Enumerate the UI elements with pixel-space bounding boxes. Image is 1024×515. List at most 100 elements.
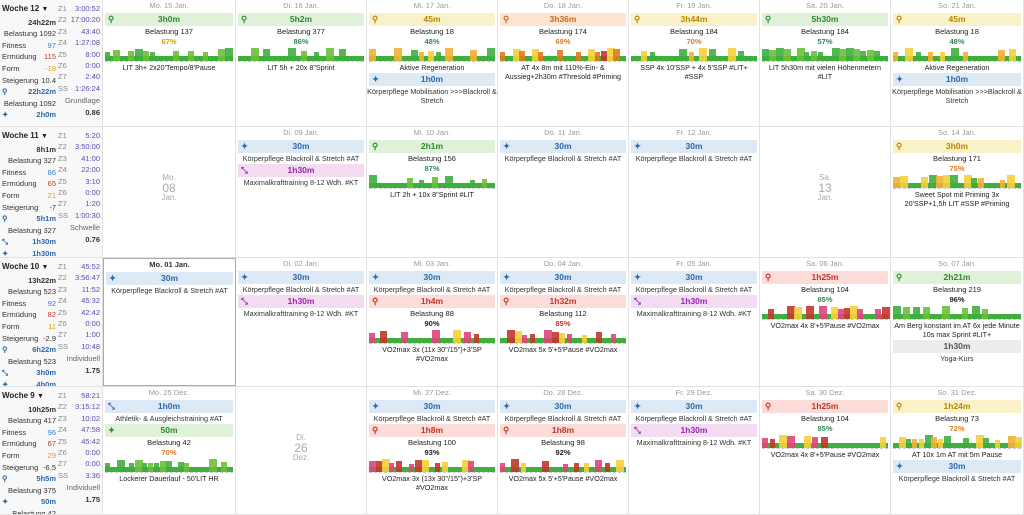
day-cell[interactable]: Do. 28 Dez. ✦ 30m Körperpflege Blackroll & …: [498, 387, 629, 514]
workout-bar[interactable]: ⚲ 1h4m: [369, 295, 495, 308]
day-cell[interactable]: Mo. 01 Jan. ✦ 30m Körperpflege Blackroll & …: [103, 258, 236, 386]
chevron-down-icon[interactable]: ▼: [36, 393, 44, 400]
day-cell[interactable]: Fr. 05 Jan. ✦ 30m Körperpflege Blackroll & …: [629, 258, 760, 386]
workout-title[interactable]: Körperpflege Blackroll & Stretch #AT: [898, 474, 1016, 483]
workout-bar[interactable]: ✦ 1h0m: [369, 73, 495, 86]
workout-bar[interactable]: ✦ 30m: [631, 400, 757, 413]
day-cell[interactable]: Do. 18 Jan. ⚲ 3h36m Belastung 174 69% AT 4x 8…: [498, 0, 629, 126]
workout-bar[interactable]: ✦ 30m: [500, 140, 626, 153]
workout-description[interactable]: VO2max 5x 5'+5'Pause #VO2max: [508, 345, 618, 354]
workout-bar[interactable]: ⚲ 3h36m: [500, 13, 626, 26]
day-cell[interactable]: Sa. 20 Jan. ⚲ 5h30m Belastung 184 57% LIT 5h3…: [760, 0, 891, 126]
workout-bar[interactable]: ⚲ 3h0m: [105, 13, 233, 26]
workout-bar[interactable]: ⚲ 3h0m: [893, 140, 1021, 153]
workout-bar[interactable]: ⤡ 1h30m: [238, 295, 364, 308]
workout-description[interactable]: VO2max 4x 8'+5'Pause #VO2max: [770, 450, 880, 459]
workout-title[interactable]: Maximalkrafttraining 8-12 Wdh. #KT: [243, 309, 359, 318]
workout-title[interactable]: Athletik- & Ausgleichstraining #AT: [115, 414, 223, 423]
week-title[interactable]: Woche 12 ▼: [2, 4, 49, 13]
workout-bar[interactable]: ⚲ 1h32m: [500, 295, 626, 308]
day-cell[interactable]: Do. 04 Jan. ✦ 30m Körperpflege Blackroll & …: [498, 258, 629, 386]
day-cell[interactable]: So. 21 Jan. ⚲ 45m Belastung 18 48% Aktive Reg…: [891, 0, 1024, 126]
workout-bar[interactable]: ⚲ 45m: [893, 13, 1021, 26]
workout-bar[interactable]: ⚲ 1h8m: [500, 424, 626, 437]
workout-description[interactable]: LIT 5h30m mit vielen Höhenmetern #LIT: [768, 63, 882, 81]
workout-bar[interactable]: ⚲ 2h1m: [369, 140, 495, 153]
workout-title[interactable]: Körperpflege Blackroll & Stretch #AT: [504, 414, 622, 423]
day-cell[interactable]: Sa. 06 Jan. ⚲ 1h25m Belastung 104 85% VO2max …: [760, 258, 891, 386]
workout-title[interactable]: Yoga-Kurs: [940, 354, 974, 363]
workout-bar[interactable]: ✦ 50m: [105, 424, 233, 437]
day-cell[interactable]: So. 31 Dez. ⚲ 1h24m Belastung 73 72% AT 10x 1…: [891, 387, 1024, 514]
workout-description[interactable]: AT 4x 8m mit 110%-Ein- & Aussieg+2h30m #…: [504, 63, 622, 81]
workout-title[interactable]: Körperpflege Blackroll & Stretch #AT: [504, 154, 622, 163]
workout-bar[interactable]: ⚲ 1h8m: [369, 424, 495, 437]
workout-bar[interactable]: ✦ 30m: [893, 460, 1021, 473]
workout-title[interactable]: Körperpflege Blackroll & Stretch #AT: [635, 285, 753, 294]
workout-description[interactable]: Sweet Spot mit Priming 3x 20'SSP+1,5h LI…: [904, 190, 1010, 208]
workout-title[interactable]: Maximalkrafttraining 8-12 Wdh. #KT: [636, 438, 752, 447]
workout-description[interactable]: LIT 3h+ 2x20'Tempo/8'Pause: [122, 63, 216, 72]
workout-bar[interactable]: ⤡ 1h30m: [631, 295, 757, 308]
day-cell[interactable]: Di. 02 Jan. ✦ 30m Körperpflege Blackroll & …: [236, 258, 367, 386]
day-cell[interactable]: Fr. 29 Dez. ✦ 30m Körperpflege Blackroll & …: [629, 387, 760, 514]
workout-bar[interactable]: ⚲ 3h44m: [631, 13, 757, 26]
day-cell[interactable]: Fr. 12 Jan. ✦ 30m Körperpflege Blackroll & …: [629, 127, 760, 257]
day-cell[interactable]: Mi. 03 Jan. ✦ 30m Körperpflege Blackroll & …: [367, 258, 498, 386]
workout-description[interactable]: Aktive Regeneration: [924, 63, 990, 72]
workout-description[interactable]: VO2max 4x 8'+5'Pause #VO2max: [770, 321, 880, 330]
workout-bar[interactable]: ⤡ 1h30m: [238, 164, 364, 177]
workout-description[interactable]: VO2max 3x (13x 30"/15")+3'SP #VO2max: [381, 474, 483, 492]
workout-description[interactable]: VO2max 3x (11x 30"/15")+3'SP #VO2max: [382, 345, 482, 363]
workout-description[interactable]: SSP 4x 10'SSP + 4x 5'SSP #LIT+ #SSP: [640, 63, 748, 81]
workout-bar[interactable]: ⚲ 1h24m: [893, 400, 1021, 413]
workout-bar[interactable]: ⚲ 5h30m: [762, 13, 888, 26]
week-title[interactable]: Woche 9 ▼: [2, 391, 44, 400]
chevron-down-icon[interactable]: ▼: [41, 264, 49, 271]
workout-description[interactable]: LIT 5h + 20x 8"Sprint: [267, 63, 335, 72]
workout-bar[interactable]: ✦ 30m: [369, 271, 495, 284]
day-cell[interactable]: Fr. 19 Jan. ⚲ 3h44m Belastung 184 70% SSP 4x …: [629, 0, 760, 126]
day-cell[interactable]: Di. 26 Dez.: [236, 387, 367, 514]
workout-description[interactable]: Am Berg konstant im AT 6x jede Minute 10…: [894, 321, 1020, 339]
chevron-down-icon[interactable]: ▼: [41, 133, 48, 140]
workout-title[interactable]: Körperpflege Blackroll & Stretch #AT: [111, 286, 228, 295]
workout-title[interactable]: Körperpflege Blackroll & Stretch #AT: [242, 285, 360, 294]
day-cell[interactable]: Sa. 13 Jan.: [760, 127, 891, 257]
workout-bar[interactable]: ✦ 30m: [238, 271, 364, 284]
day-cell[interactable]: So. 07 Jan. ⚲ 2h21m Belastung 219 96% Am Berg…: [891, 258, 1024, 386]
chevron-down-icon[interactable]: ▼: [41, 6, 49, 13]
day-cell[interactable]: Mo. 25 Dez. ⤡ 1h0m Athletik- & Ausgleichstr…: [103, 387, 236, 514]
workout-title[interactable]: Maximalkrafttraining 8-12 Wdh. #KT: [243, 178, 359, 187]
workout-title[interactable]: Körperpflege Blackroll & Stretch #AT: [635, 154, 753, 163]
workout-bar[interactable]: ✦ 30m: [500, 400, 626, 413]
workout-title[interactable]: Körperpflege Blackroll & Stretch #AT: [635, 414, 753, 423]
day-cell[interactable]: Mi. 27 Dez. ✦ 30m Körperpflege Blackroll & …: [367, 387, 498, 514]
workout-title[interactable]: Körperpflege Mobilisation >>>Blackroll &…: [892, 87, 1022, 105]
workout-bar[interactable]: ⚲ 1h25m: [762, 271, 888, 284]
workout-description[interactable]: Aktive Regeneration: [399, 63, 465, 72]
workout-bar[interactable]: ⚲ 1h25m: [762, 400, 888, 413]
day-cell[interactable]: So. 14 Jan. ⚲ 3h0m Belastung 171 75% Sweet Sp…: [891, 127, 1024, 257]
workout-bar[interactable]: ✦ 1h0m: [893, 73, 1021, 86]
day-cell[interactable]: Mi. 10 Jan. ⚲ 2h1m Belastung 156 87% LIT 2h +…: [367, 127, 498, 257]
workout-description[interactable]: Lockerer Dauerlauf - 50'LIT HR: [119, 474, 219, 483]
workout-title[interactable]: Körperpflege Blackroll & Stretch #AT: [373, 414, 491, 423]
workout-bar[interactable]: ⚲ 2h21m: [893, 271, 1021, 284]
day-cell[interactable]: Mi. 17 Jan. ⚲ 45m Belastung 18 48% Aktive Reg…: [367, 0, 498, 126]
week-title[interactable]: Woche 10 ▼: [2, 262, 49, 271]
workout-bar[interactable]: ✦ 30m: [500, 271, 626, 284]
workout-bar[interactable]: ✦ 30m: [631, 140, 757, 153]
workout-bar[interactable]: ✦ 30m: [238, 140, 364, 153]
workout-bar[interactable]: ⚲ 5h2m: [238, 13, 364, 26]
day-cell[interactable]: Sa. 30 Dez. ⚲ 1h25m Belastung 104 85% VO2max …: [760, 387, 891, 514]
workout-title[interactable]: Körperpflege Blackroll & Stretch #AT: [504, 285, 622, 294]
workout-bar[interactable]: ✦ 30m: [369, 400, 495, 413]
day-cell[interactable]: Di. 16 Jan. ⚲ 5h2m Belastung 377 86% LIT 5h +…: [236, 0, 367, 126]
workout-bar[interactable]: ✦ 30m: [106, 272, 233, 285]
workout-bar[interactable]: 1h30m: [893, 340, 1021, 353]
week-title[interactable]: Woche 11 ▼: [2, 131, 48, 140]
workout-bar[interactable]: ⚲ 45m: [369, 13, 495, 26]
day-cell[interactable]: Mo. 08 Jan.: [103, 127, 236, 257]
workout-title[interactable]: Körperpflege Mobilisation >>>Blackroll &…: [367, 87, 497, 105]
